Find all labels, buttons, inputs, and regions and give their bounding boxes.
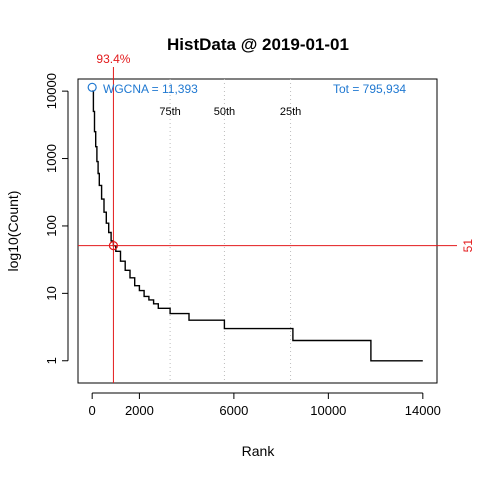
x-axis-title: Rank xyxy=(242,443,276,459)
quantile-label-1: 50th xyxy=(214,106,235,118)
crosshair xyxy=(78,67,457,383)
y-axis-title: log10(Count) xyxy=(5,191,21,272)
y-tick-label-2: 100 xyxy=(44,215,59,237)
series-layer xyxy=(92,90,423,362)
x-tick-label-0: 0 xyxy=(89,403,96,418)
quantile-lines: 75th 50th 25th xyxy=(159,79,301,383)
y-tick-label-0: 1 xyxy=(44,357,59,364)
series-line-0 xyxy=(92,90,423,362)
chart-title: HistData @ 2019-01-01 xyxy=(167,35,349,54)
x-tick-label-1: 2000 xyxy=(125,403,154,418)
y-tick-label-3: 1000 xyxy=(44,144,59,173)
y-tick-label-1: 10 xyxy=(44,286,59,300)
crosshair-value-label: 51 xyxy=(461,239,475,253)
y-axis: 1 10 100 1000 10000 xyxy=(44,73,69,364)
percent-label: 93.4% xyxy=(96,52,130,66)
total-label: Tot = 795,934 xyxy=(333,82,406,96)
quantile-label-0: 75th xyxy=(159,106,180,118)
quantile-label-2: 25th xyxy=(280,106,301,118)
wgcna-marker-label: WGCNA = 11,393 xyxy=(103,82,198,96)
y-tick-label-4: 10000 xyxy=(44,73,59,109)
plot-frame xyxy=(77,78,438,384)
x-tick-label-3: 10000 xyxy=(310,403,346,418)
x-tick-label-4: 14000 xyxy=(405,403,441,418)
x-axis: 0 2000 6000 10000 14000 xyxy=(89,392,441,418)
crosshair-point xyxy=(108,241,119,251)
x-tick-label-2: 6000 xyxy=(219,403,248,418)
wgcna-marker xyxy=(87,82,97,92)
